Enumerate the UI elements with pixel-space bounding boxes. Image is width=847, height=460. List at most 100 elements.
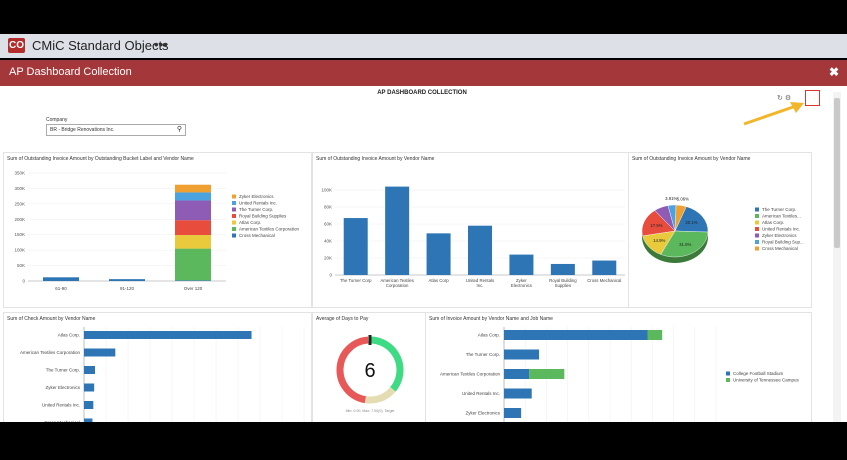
company-label: Company (46, 117, 68, 123)
x-tick-label: Atlas Corp (429, 278, 450, 283)
legend-swatch (755, 214, 759, 218)
bar-segment (175, 248, 211, 281)
panel-title: Average of Days to Pay (316, 316, 369, 322)
scrollbar-thumb[interactable] (834, 98, 840, 248)
legend-swatch (232, 220, 236, 225)
y-tick-label: The Turner Corp. (466, 352, 500, 357)
bar (84, 348, 116, 357)
legend-label: Royal Building Supplies (239, 214, 287, 219)
more-horizontal-icon[interactable]: ••• (154, 37, 168, 52)
bar (468, 225, 492, 275)
y-tick-label: 0 (329, 273, 332, 278)
settings-icon[interactable]: ⚙ (784, 95, 792, 102)
legend-label: The Turner Corp. (762, 207, 796, 212)
bar-segment (529, 369, 565, 379)
search-icon[interactable]: ⚲ (176, 126, 182, 133)
legend-swatch (232, 214, 236, 218)
company-select[interactable]: BR - Bridge Renovations Inc. ⚲ (46, 124, 186, 136)
gauge-arc-good (369, 336, 404, 392)
y-tick-label: American Textiles Corporation (20, 350, 80, 355)
job-chart: Atlas Corp. The Turner Corp. American Text… (440, 327, 799, 422)
legend-label: Atlas Corp. (762, 220, 784, 225)
bar-segment (504, 330, 648, 340)
slice-label: 31.5% (679, 242, 691, 247)
slice-label: 17.5% (650, 223, 662, 228)
y-tick-label: Atlas Corp. (58, 333, 80, 338)
y-tick-label: 150K (14, 232, 25, 237)
vendor-chart-panel: Sum of Outstanding Invoice Amount by Ven… (312, 152, 630, 308)
bar (84, 383, 95, 392)
legend-label: American Textiles... (762, 214, 801, 219)
y-tick-label: 60K (324, 222, 332, 227)
x-tick-label: 91-120 (120, 286, 135, 291)
bar (84, 331, 252, 339)
legend-label: Zyker Electronics (762, 233, 797, 238)
y-tick-label: 50K (17, 263, 25, 268)
x-tick-label: Zyker (516, 278, 527, 283)
x-tick-label: Corporation (386, 283, 409, 288)
legend-label: The Turner Corp. (239, 207, 273, 212)
ap-dashboard-dialog: AP Dashboard Collection ✖ AP DASHBOARD C… (0, 60, 847, 422)
y-tick-label: 100K (321, 188, 332, 193)
y-tick-label: The Turner Corp. (46, 368, 80, 373)
expand-icon[interactable] (805, 90, 820, 106)
close-icon[interactable]: ✖ (828, 65, 839, 79)
pie-slice (674, 206, 709, 233)
legend-swatch (232, 233, 236, 238)
x-tick-label: The Turner Corp (340, 278, 372, 283)
gauge-panel: Average of Days to Pay 6 Min: 0.00, Max: … (312, 312, 426, 422)
y-tick-label: 300K (14, 186, 25, 191)
legend-swatch (755, 207, 759, 212)
legend-label: United Rentals Inc. (762, 227, 800, 232)
bar-segment (504, 388, 532, 399)
vendor-chart: 0 20K 40K 60K 80K 100K The Turner Corp American… (321, 186, 625, 288)
gauge-marker (368, 335, 372, 345)
y-tick-label: Cross Mechanical (44, 420, 80, 422)
legend-label: Atlas Corp. (239, 220, 261, 225)
x-tick-label: Inc. (477, 283, 484, 288)
bar-segment (175, 184, 211, 193)
panel-title: Sum of Outstanding Invoice Amount by Ven… (316, 156, 435, 162)
gauge-caption: Min: 0.00, Max: 7.00(0), Target (346, 409, 395, 413)
y-tick-label: 200K (14, 217, 25, 222)
x-tick-label: American Textiles (380, 278, 414, 283)
legend-label: Cross Mechanical (762, 246, 798, 251)
panel-title: Sum of Outstanding Invoice Amount by Out… (7, 156, 194, 162)
panel-title: Sum of Check Amount by Vendor Name (7, 316, 96, 322)
y-tick-label: 100K (14, 248, 25, 253)
dialog-scrollbar[interactable] (833, 92, 841, 422)
legend-label: American Textiles Corporation (239, 227, 299, 232)
legend-swatch (726, 371, 730, 376)
x-tick-label: Electronics (511, 283, 532, 288)
bar (84, 366, 95, 374)
legend-swatch (232, 201, 236, 205)
bar-segment (175, 280, 211, 281)
y-tick-label: 80K (324, 205, 332, 210)
legend-swatch (755, 246, 759, 251)
bar-segment (504, 369, 530, 379)
bar-segment (504, 408, 522, 418)
legend-swatch (232, 194, 236, 199)
legend-swatch (755, 227, 759, 231)
legend-swatch (726, 378, 730, 382)
bar-segment (175, 220, 211, 236)
slice-label: 14.9% (653, 238, 665, 243)
dialog-header: AP Dashboard Collection ✖ (0, 60, 847, 86)
pie-slice (674, 204, 687, 232)
y-tick-label: 0 (22, 279, 25, 284)
y-tick-label: 20K (324, 256, 332, 261)
panel-title: Sum of Invoice Amount by Vendor Name and… (429, 316, 553, 322)
panel-title: Sum of Outstanding Invoice Amount by Ven… (632, 156, 751, 162)
y-tick-label: United Rentals Inc. (42, 403, 80, 408)
bar-segment (647, 330, 663, 340)
gauge-value: 6 (364, 360, 375, 382)
refresh-icon[interactable]: ↻ (777, 95, 783, 102)
dashboard-title: AP DASHBOARD COLLECTION (377, 90, 467, 96)
y-tick-label: 250K (14, 201, 25, 206)
dashboard-toolbar: ↻ ⚙ (777, 94, 791, 102)
legend-label: Cross Mechanical (239, 233, 275, 238)
y-tick-label: 40K (324, 239, 332, 244)
check-chart-panel: Sum of Check Amount by Vendor Name Atlas… (3, 312, 312, 422)
gauge-chart: 6 Min: 0.00, Max: 7.00(0), Target (336, 335, 404, 413)
bucket-chart: 0 50K 100K 150K 200K 250K 300K 350K 61-90 91-120 O… (14, 171, 299, 292)
